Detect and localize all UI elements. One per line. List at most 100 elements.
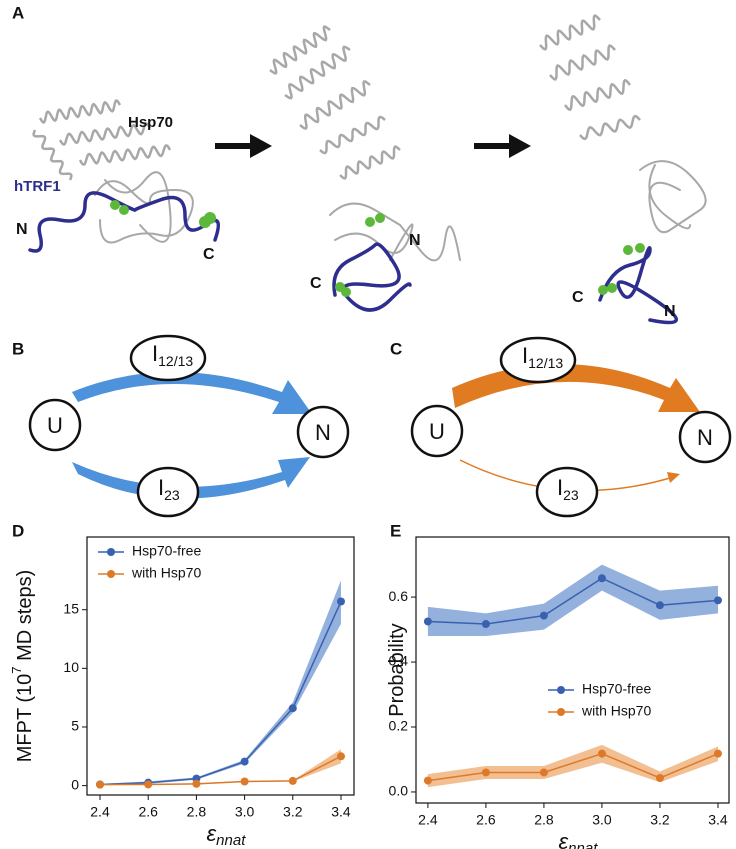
- helix: [78, 143, 172, 167]
- y-tick-label: 0: [71, 776, 79, 792]
- x-tick-label: 2.6: [476, 812, 496, 828]
- error-band: [427, 744, 718, 788]
- chart: E 2.4 2.6 2.8 3.0 3.2 3.4 0.0 0.2 0.4 0.6 Hsp70-fre…: [386, 521, 730, 849]
- data-point: [240, 777, 249, 786]
- arrow: [474, 134, 531, 158]
- series-line: [100, 755, 342, 786]
- data-point: [336, 752, 345, 761]
- x-tick-label: 3.2: [283, 804, 303, 820]
- x-axis-label: εnnat: [559, 829, 599, 849]
- state-label: I23: [158, 475, 180, 503]
- helix: [539, 14, 601, 51]
- chaperone-label: Hsp70: [128, 114, 173, 131]
- y-axis-text: Probability: [386, 623, 408, 716]
- data-point: [144, 780, 153, 789]
- helix: [269, 25, 331, 75]
- x-tick-label: 2.8: [534, 812, 554, 828]
- state-sub: 23: [563, 487, 579, 503]
- data-point: [539, 768, 548, 777]
- y-axis-text: MFPT (10: [14, 674, 36, 763]
- y-tick-label: 10: [63, 659, 79, 675]
- legend-label: Hsp70-free: [582, 681, 651, 697]
- x-axis-sub: nnat: [568, 840, 598, 849]
- state-node: [129, 334, 207, 382]
- data-point: [481, 620, 490, 629]
- coil: [94, 180, 194, 244]
- y-tick-label: 0.2: [389, 718, 409, 734]
- data-point: [597, 574, 606, 583]
- legend-marker: [107, 570, 115, 578]
- residue: [635, 243, 645, 253]
- error-band: [427, 564, 718, 637]
- y-tick-label: 15: [63, 600, 79, 616]
- terminus: C: [310, 275, 322, 292]
- residue: [204, 212, 216, 224]
- state-base: I: [158, 475, 164, 500]
- state-label: I12/13: [152, 341, 193, 369]
- helix: [564, 78, 631, 112]
- state-label: N: [697, 425, 713, 450]
- terminus: N: [664, 303, 676, 320]
- x-axis-symbol: ε: [559, 829, 569, 849]
- state-node: [499, 336, 577, 384]
- state-node: [678, 410, 732, 464]
- coil: [28, 191, 221, 253]
- helix: [319, 115, 386, 155]
- pathway-arrows: [72, 372, 312, 499]
- panel-label: E: [390, 521, 401, 540]
- helix: [299, 80, 371, 130]
- state-node: [28, 398, 82, 452]
- y-tick-label: 5: [71, 718, 79, 734]
- series-line: [427, 577, 719, 625]
- data-point: [655, 773, 664, 782]
- y-tick-label: 0.6: [389, 588, 409, 604]
- x-axis-label: εnnat: [207, 821, 247, 849]
- x-tick-label: 3.4: [331, 804, 351, 820]
- state-label: U: [429, 419, 445, 444]
- state-node: [296, 405, 350, 459]
- state-sub: 23: [164, 487, 180, 503]
- data-point: [423, 617, 432, 626]
- residue: [365, 217, 375, 227]
- helix: [58, 122, 152, 146]
- residue: [110, 200, 120, 210]
- residue: [598, 285, 608, 295]
- data-point: [713, 596, 722, 605]
- residue: [375, 213, 385, 223]
- data-point: [192, 779, 201, 788]
- coil: [334, 223, 414, 261]
- coil: [598, 246, 678, 325]
- y-tick-label: 0.4: [389, 653, 409, 669]
- helix: [32, 129, 73, 181]
- state-label: N: [315, 420, 331, 445]
- data-point: [655, 601, 664, 610]
- coil: [639, 160, 707, 234]
- residue: [623, 245, 633, 255]
- panel-label: C: [390, 339, 402, 358]
- terminus: C: [572, 289, 584, 306]
- legend-marker: [557, 708, 565, 716]
- y-tick-label: 0.0: [389, 783, 409, 799]
- state-label: U: [47, 413, 63, 438]
- substrate-label: hTRF1: [14, 178, 61, 195]
- data-point: [539, 611, 548, 620]
- residue: [119, 205, 129, 215]
- x-tick-label: 3.2: [650, 812, 670, 828]
- series-line: [427, 752, 719, 782]
- data-point: [240, 757, 249, 766]
- data-point: [96, 780, 105, 789]
- data-point: [597, 749, 606, 758]
- y-axis-text: MD steps): [14, 570, 36, 667]
- y-axis-sup: 7: [9, 666, 24, 673]
- y-axis-label: Probability: [386, 623, 408, 716]
- helix: [549, 44, 616, 81]
- data-point: [288, 776, 297, 785]
- legend-marker: [557, 686, 565, 694]
- state-base: I: [152, 341, 158, 366]
- data-point: [481, 768, 490, 777]
- legend-label: Hsp70-free: [132, 543, 201, 559]
- state-label: I12/13: [522, 343, 563, 371]
- state-label: I23: [557, 475, 579, 503]
- state-node: [410, 404, 464, 458]
